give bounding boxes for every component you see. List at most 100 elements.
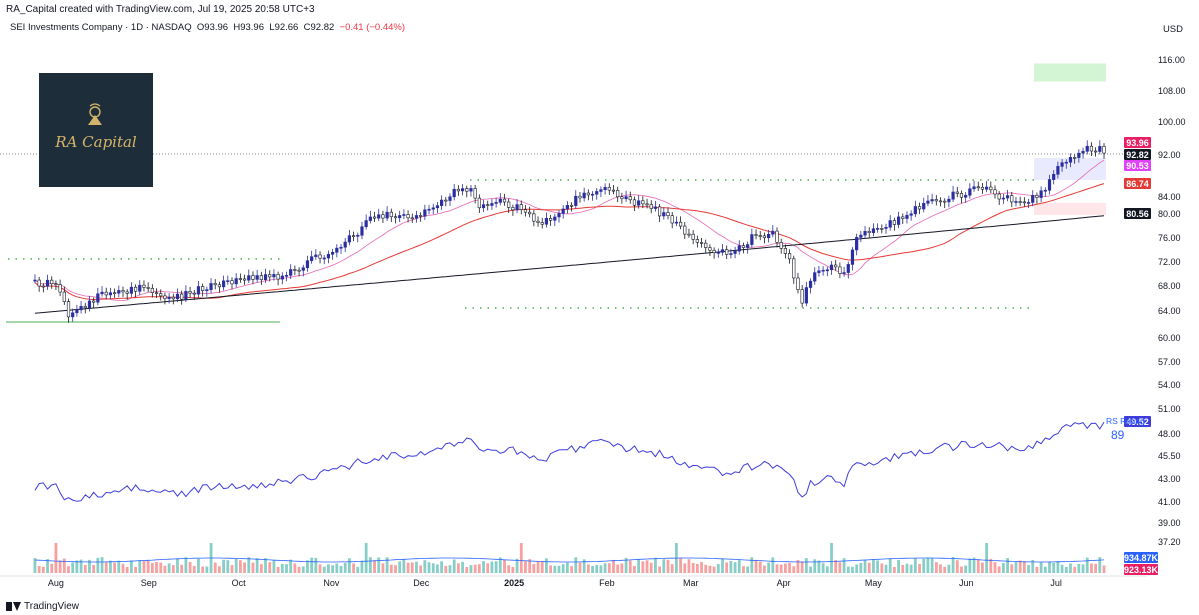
candle-body	[762, 235, 767, 239]
volume-bar	[62, 558, 66, 573]
volume-bar	[385, 557, 389, 573]
volume-bar	[758, 561, 762, 573]
candle-body	[121, 290, 125, 293]
candle-body	[712, 249, 716, 253]
volume-bar	[436, 564, 439, 573]
tradingview-brand[interactable]: TradingView	[6, 601, 79, 612]
volume-bar	[997, 566, 1001, 573]
rs-badge	[1124, 416, 1151, 427]
candle-body	[913, 206, 917, 215]
candle-body	[1060, 162, 1064, 167]
y-tick-label: 54.00	[1158, 380, 1181, 390]
volume-bar	[88, 559, 91, 573]
volume-bar	[721, 558, 724, 573]
candle-body	[943, 200, 947, 203]
volume-bar	[402, 559, 406, 573]
ohlc-close: C92.82	[303, 22, 335, 33]
volume-bar	[1014, 561, 1018, 573]
candle-body	[226, 280, 230, 282]
candle-body	[1018, 201, 1022, 203]
candle-body	[511, 207, 515, 211]
x-tick-label: Apr	[777, 578, 791, 588]
volume-bar	[725, 562, 729, 573]
volume-pane	[33, 543, 1106, 573]
candle-body	[444, 199, 448, 202]
volume-bar	[1069, 563, 1072, 573]
target-zone	[1034, 63, 1106, 82]
volume-bar	[197, 558, 200, 573]
volume-bar	[276, 566, 280, 573]
volume-bar	[574, 557, 578, 573]
volume-bar	[947, 564, 951, 573]
candle-body	[45, 279, 50, 287]
volume-bar	[918, 563, 921, 573]
candle-body	[540, 222, 544, 225]
volume-bar	[704, 564, 708, 573]
candle-body	[360, 226, 364, 236]
volume-bar	[591, 566, 594, 573]
x-tick-label: May	[865, 578, 883, 588]
price-badge	[1124, 160, 1151, 171]
candle-body	[276, 274, 280, 280]
candle-body	[92, 300, 96, 303]
volume-bar	[272, 559, 276, 573]
volume-bar	[255, 558, 259, 573]
volume-bar	[167, 563, 171, 573]
volume-bar	[482, 561, 485, 573]
volume-bar	[561, 564, 565, 573]
candle-body	[154, 292, 159, 294]
volume-bar	[716, 564, 720, 573]
volume-bar	[851, 566, 854, 573]
candle-body	[163, 295, 167, 299]
candle-body	[880, 228, 884, 230]
candle-body	[1094, 150, 1098, 153]
volume-bar	[729, 561, 733, 573]
x-tick-label: Aug	[48, 578, 64, 588]
candle-body	[431, 207, 435, 210]
candle-body	[255, 275, 259, 280]
candle-body	[1043, 189, 1047, 192]
volume-bar	[360, 560, 364, 573]
candle-body	[1039, 190, 1043, 198]
candle-body	[951, 191, 955, 200]
candle-body	[502, 198, 507, 203]
volume-bar	[71, 562, 75, 573]
volume-bar	[666, 559, 670, 573]
price-badge-label: 92.82	[1126, 150, 1149, 160]
ohlc-high: H93.96	[233, 22, 264, 33]
candle-body	[205, 289, 209, 291]
candle-body	[863, 231, 867, 236]
currency-label[interactable]: USD	[1162, 24, 1183, 35]
candle-body	[1056, 166, 1060, 175]
candle-body	[515, 204, 519, 211]
volume-bar	[968, 558, 972, 573]
y-tick-label: 39.00	[1158, 518, 1181, 528]
volume-bar	[985, 543, 989, 573]
volume-bar	[754, 559, 758, 573]
candle-body	[582, 192, 586, 199]
volume-bar	[243, 562, 246, 573]
candle-body	[792, 258, 796, 279]
volume-bar	[507, 565, 511, 573]
candle-body	[901, 216, 905, 219]
volume-bar	[746, 566, 750, 573]
candle-body	[339, 246, 343, 249]
volume-bar	[465, 566, 469, 573]
volume-bar	[691, 562, 695, 573]
volume-bar	[612, 559, 615, 573]
candle-body	[1052, 173, 1056, 180]
volume-bar	[456, 563, 460, 573]
volume-bar	[33, 558, 37, 573]
volume-bar	[809, 566, 812, 573]
x-tick-label: Dec	[413, 578, 430, 588]
volume-bar	[113, 562, 117, 573]
symbol-name[interactable]: SEI Investments Company · 1D · NASDAQ	[10, 22, 192, 33]
volume-bar	[1035, 566, 1039, 573]
ma-slow-line	[34, 215, 1105, 314]
candle-body	[83, 306, 87, 309]
candle-body	[188, 291, 192, 294]
volume-bar	[557, 565, 561, 573]
volume-bar	[872, 559, 875, 573]
